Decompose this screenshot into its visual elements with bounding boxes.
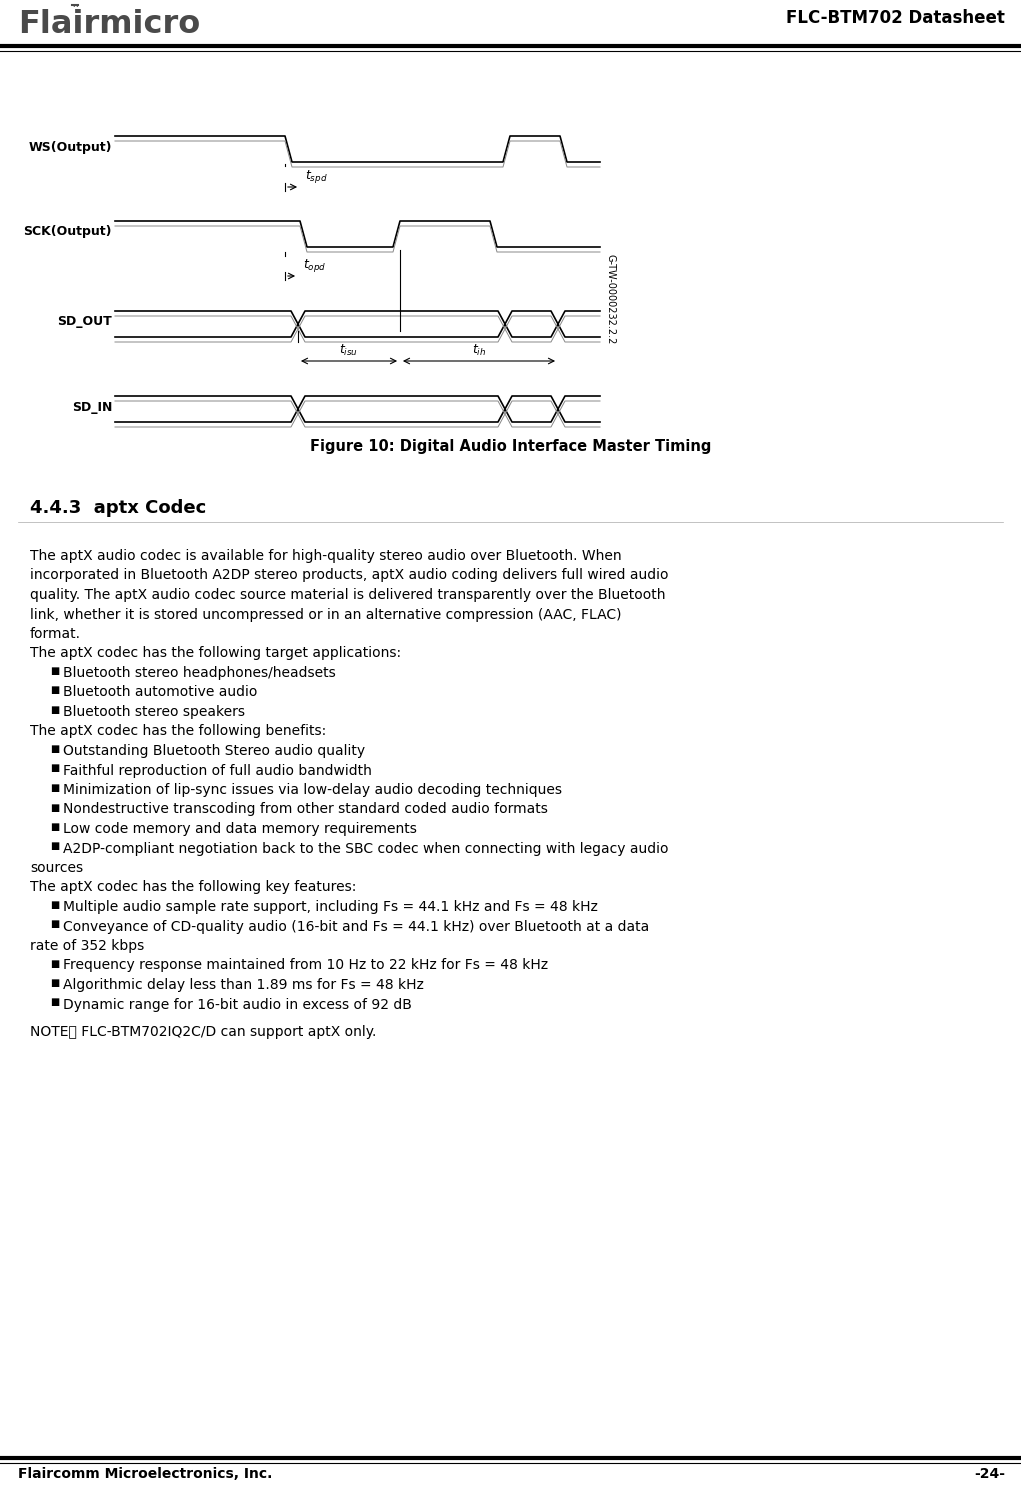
- Text: incorporated in Bluetooth A2DP stereo products, aptX audio coding delivers full : incorporated in Bluetooth A2DP stereo pr…: [30, 569, 669, 582]
- Text: The aptX codec has the following key features:: The aptX codec has the following key fea…: [30, 880, 356, 895]
- Text: Algorithmic delay less than 1.89 ms for Fs = 48 kHz: Algorithmic delay less than 1.89 ms for …: [63, 978, 424, 992]
- Text: link, whether it is stored uncompressed or in an alternative compression (AAC, F: link, whether it is stored uncompressed …: [30, 608, 622, 621]
- Text: ■: ■: [50, 685, 59, 695]
- Text: ■: ■: [50, 841, 59, 852]
- Text: SD_IN: SD_IN: [71, 401, 112, 414]
- Text: ■: ■: [50, 978, 59, 989]
- Text: 4.4.3  aptx Codec: 4.4.3 aptx Codec: [30, 499, 206, 517]
- Text: -24-: -24-: [974, 1467, 1005, 1482]
- Text: Dynamic range for 16-bit audio in excess of 92 dB: Dynamic range for 16-bit audio in excess…: [63, 998, 411, 1011]
- Text: ■: ■: [50, 920, 59, 929]
- Text: Low code memory and data memory requirements: Low code memory and data memory requirem…: [63, 822, 417, 835]
- Text: FLC-BTM702 Datasheet: FLC-BTM702 Datasheet: [786, 9, 1005, 27]
- Text: rate of 352 kbps: rate of 352 kbps: [30, 940, 144, 953]
- Text: $t_{opd}$: $t_{opd}$: [303, 258, 327, 274]
- Text: The aptX codec has the following target applications:: The aptX codec has the following target …: [30, 646, 401, 661]
- Text: ■: ■: [50, 822, 59, 832]
- Text: SD_OUT: SD_OUT: [57, 316, 112, 329]
- Text: ■: ■: [50, 744, 59, 753]
- Text: Bluetooth stereo speakers: Bluetooth stereo speakers: [63, 704, 245, 719]
- Text: Multiple audio sample rate support, including Fs = 44.1 kHz and Fs = 48 kHz: Multiple audio sample rate support, incl…: [63, 899, 598, 914]
- Text: ˆ: ˆ: [71, 4, 79, 19]
- Text: $t_{spd}$: $t_{spd}$: [305, 168, 328, 185]
- Text: ■: ■: [50, 666, 59, 676]
- Text: G-TW-0000232.2.2: G-TW-0000232.2.2: [605, 253, 615, 344]
- Text: ■: ■: [50, 998, 59, 1008]
- Text: Frequency response maintained from 10 Hz to 22 kHz for Fs = 48 kHz: Frequency response maintained from 10 Hz…: [63, 959, 548, 972]
- Text: ■: ■: [50, 899, 59, 910]
- Text: Minimization of lip-sync issues via low-delay audio decoding techniques: Minimization of lip-sync issues via low-…: [63, 783, 562, 797]
- Text: sources: sources: [30, 861, 83, 876]
- Text: Conveyance of CD-quality audio (16-bit and Fs = 44.1 kHz) over Bluetooth at a da: Conveyance of CD-quality audio (16-bit a…: [63, 920, 649, 934]
- Text: Outstanding Bluetooth Stereo audio quality: Outstanding Bluetooth Stereo audio quali…: [63, 744, 366, 758]
- Text: Bluetooth stereo headphones/headsets: Bluetooth stereo headphones/headsets: [63, 666, 336, 680]
- Text: SCK(Output): SCK(Output): [23, 225, 112, 238]
- Text: ■: ■: [50, 764, 59, 773]
- Text: ■: ■: [50, 704, 59, 715]
- Text: The aptX codec has the following benefits:: The aptX codec has the following benefit…: [30, 725, 327, 739]
- Text: Bluetooth automotive audio: Bluetooth automotive audio: [63, 685, 257, 700]
- Text: ■: ■: [50, 803, 59, 813]
- Text: Faithful reproduction of full audio bandwidth: Faithful reproduction of full audio band…: [63, 764, 372, 777]
- Text: NOTE： FLC-BTM702IQ2C/D can support aptX only.: NOTE： FLC-BTM702IQ2C/D can support aptX …: [30, 1024, 377, 1039]
- Text: The aptX audio codec is available for high-quality stereo audio over Bluetooth. : The aptX audio codec is available for hi…: [30, 549, 622, 563]
- Text: $t_{isu}$: $t_{isu}$: [339, 342, 358, 357]
- Text: Flairmicro: Flairmicro: [18, 9, 200, 40]
- Text: Flaircomm Microelectronics, Inc.: Flaircomm Microelectronics, Inc.: [18, 1467, 273, 1482]
- Text: Figure 10: Digital Audio Interface Master Timing: Figure 10: Digital Audio Interface Maste…: [310, 439, 712, 454]
- Text: quality. The aptX audio codec source material is delivered transparently over th: quality. The aptX audio codec source mat…: [30, 588, 666, 602]
- Text: format.: format.: [30, 627, 81, 640]
- Text: A2DP-compliant negotiation back to the SBC codec when connecting with legacy aud: A2DP-compliant negotiation back to the S…: [63, 841, 669, 856]
- Text: ■: ■: [50, 783, 59, 794]
- Text: $t_{ih}$: $t_{ih}$: [472, 342, 486, 357]
- Text: WS(Output): WS(Output): [29, 140, 112, 153]
- Text: Nondestructive transcoding from other standard coded audio formats: Nondestructive transcoding from other st…: [63, 803, 548, 816]
- Text: ■: ■: [50, 959, 59, 968]
